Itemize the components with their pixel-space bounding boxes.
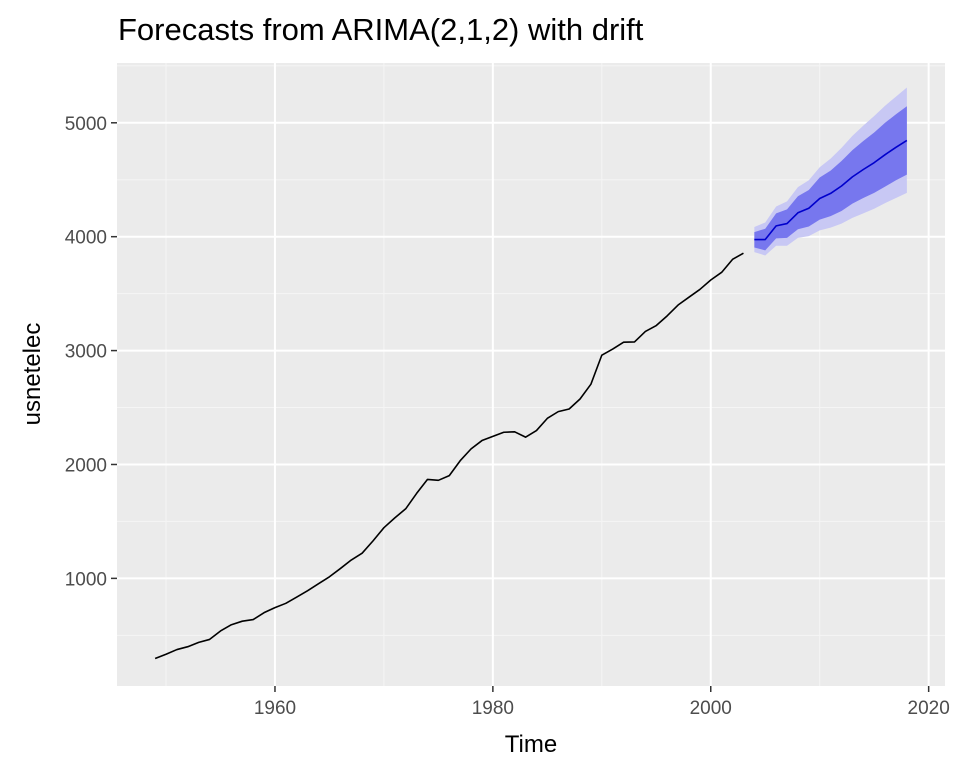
- x-axis-title: Time: [505, 731, 557, 758]
- history-line: [154, 252, 744, 660]
- y-tick-label: 5000: [65, 114, 107, 135]
- chart-title: Forecasts from ARIMA(2,1,2) with drift: [118, 12, 644, 47]
- forecast-line: [754, 139, 908, 241]
- series-lines: [154, 139, 908, 660]
- y-tick-label: 3000: [65, 342, 107, 363]
- major-gridlines: [117, 63, 945, 686]
- y-tick-label: 2000: [65, 455, 107, 476]
- x-tick-label: 1980: [472, 698, 514, 719]
- y-axis-title: usnetelec: [19, 323, 46, 426]
- x-tick-label: 2020: [908, 698, 950, 719]
- x-tick-label: 1960: [254, 698, 296, 719]
- y-tick-label: 1000: [65, 569, 107, 590]
- band-80-interval: [754, 106, 907, 251]
- y-tick-label: 4000: [65, 228, 107, 249]
- minor-gridlines: [117, 63, 945, 686]
- plot-panel: [117, 63, 945, 686]
- x-tick-label: 2000: [690, 698, 732, 719]
- axis-ticks: 1960 1980 2000 2020 1000 2000 3000 4000 5000: [65, 114, 950, 719]
- prediction-intervals: [754, 87, 907, 256]
